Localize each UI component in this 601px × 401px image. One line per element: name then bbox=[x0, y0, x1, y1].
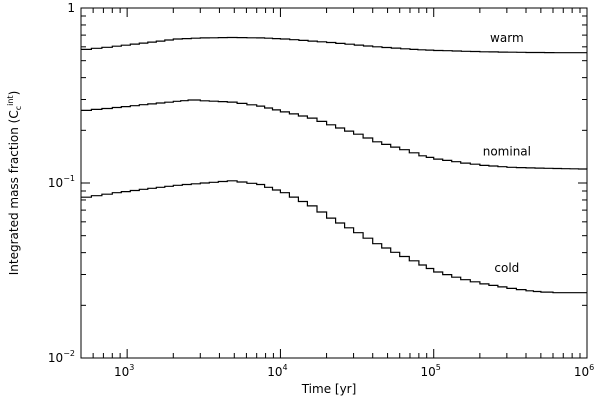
x-tick-label: 106 bbox=[574, 363, 594, 379]
y-axis-title: Integrated mass fraction (Ccint) bbox=[6, 91, 23, 276]
x-tick-label: 105 bbox=[421, 363, 441, 379]
series-line-nominal bbox=[81, 99, 588, 170]
x-tick-label: 103 bbox=[114, 363, 134, 379]
y-tick-label: 10−2 bbox=[48, 349, 75, 365]
x-tick-label: 104 bbox=[267, 363, 287, 379]
series-label-warm: warm bbox=[490, 31, 524, 45]
y-tick-label: 1 bbox=[67, 1, 75, 15]
plot-frame bbox=[80, 7, 588, 359]
series-label-cold: cold bbox=[494, 261, 519, 275]
plot-area: 103 104 105 106 1 10−1 10−2 Time [yr] Integrated… bbox=[6, 1, 594, 396]
x-axis-title: Time [yr] bbox=[301, 382, 357, 396]
series-line-cold bbox=[81, 180, 587, 294]
series-label-nominal: nominal bbox=[483, 144, 531, 158]
series-line-warm bbox=[81, 36, 587, 54]
y-tick-label: 10−1 bbox=[48, 174, 75, 190]
